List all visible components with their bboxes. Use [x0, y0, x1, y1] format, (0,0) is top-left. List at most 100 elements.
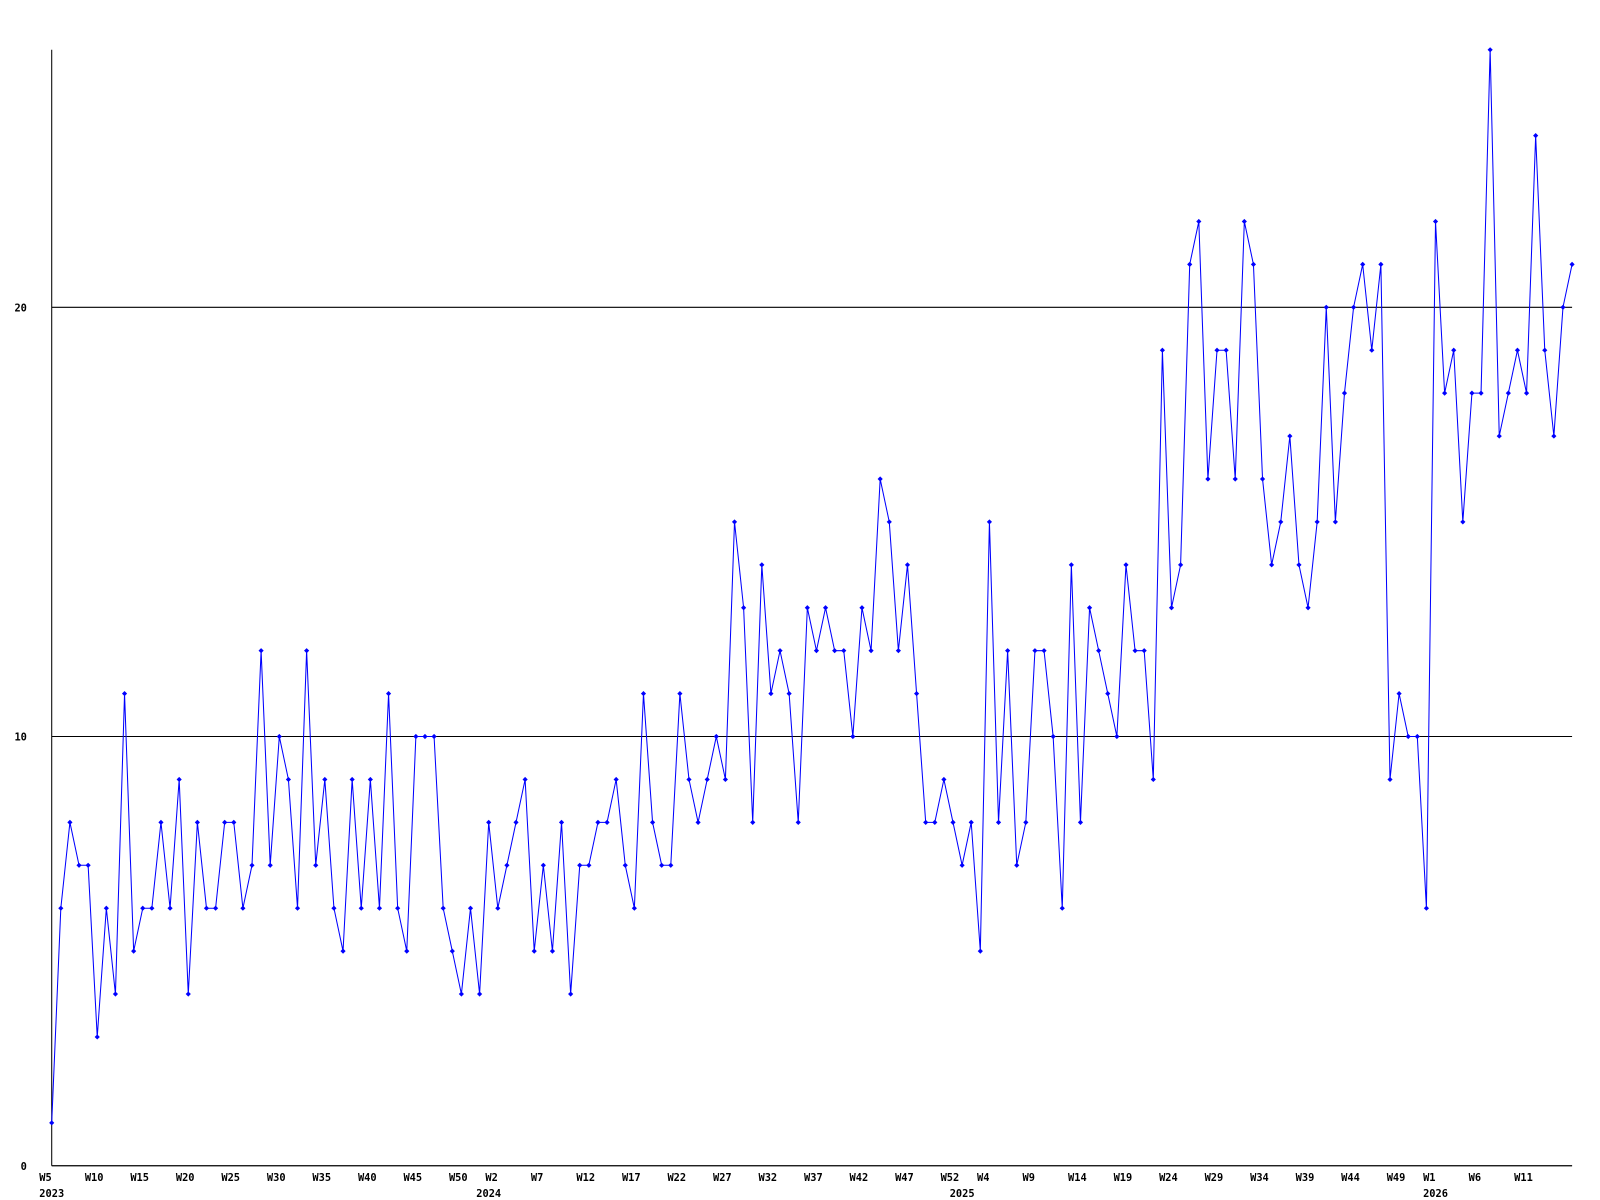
marker [1014, 862, 1020, 868]
marker [1141, 648, 1147, 654]
marker [258, 648, 264, 654]
marker [203, 905, 210, 911]
x-tick-label: W35 [312, 1172, 331, 1184]
marker [1041, 648, 1047, 654]
marker [1232, 476, 1238, 482]
marker [1451, 347, 1457, 353]
x-tick-label: W9 [1023, 1172, 1035, 1184]
marker [1259, 476, 1266, 482]
marker [1250, 261, 1257, 267]
marker [1005, 648, 1011, 654]
marker [686, 776, 692, 783]
marker [995, 819, 1002, 825]
marker [832, 648, 838, 654]
x-tick-label: W2 [485, 1172, 497, 1184]
marker [1096, 648, 1102, 654]
marker [1496, 433, 1502, 439]
marker [94, 1034, 100, 1040]
marker [895, 648, 901, 654]
marker [1387, 776, 1393, 783]
marker [467, 905, 474, 911]
x-year-label: 2026 [1423, 1188, 1448, 1200]
marker [914, 691, 920, 697]
marker [1505, 390, 1511, 396]
marker [358, 905, 364, 911]
y-tick-label: 20 [14, 302, 26, 314]
marker [1178, 562, 1184, 568]
marker [513, 819, 519, 825]
x-tick-label: W34 [1250, 1172, 1269, 1184]
x-tick-label: W14 [1068, 1172, 1087, 1184]
marker [1460, 519, 1466, 525]
marker [304, 648, 310, 654]
marker [1314, 519, 1320, 525]
x-tick-label: W1 [1423, 1172, 1435, 1184]
marker [1114, 733, 1120, 740]
marker [822, 605, 829, 611]
marker [1287, 433, 1293, 439]
marker [285, 776, 292, 783]
marker [886, 519, 892, 525]
marker [249, 862, 255, 868]
marker [841, 648, 847, 654]
marker [1469, 390, 1475, 396]
x-tick-label: W22 [667, 1172, 686, 1184]
x-tick-label: W7 [531, 1172, 543, 1184]
x-year-label: 2024 [476, 1188, 501, 1200]
marker [1068, 562, 1074, 568]
marker [458, 991, 464, 997]
marker [477, 991, 483, 997]
marker [659, 862, 665, 868]
marker [140, 905, 146, 911]
marker [212, 905, 219, 911]
marker [786, 691, 792, 697]
marker [522, 776, 528, 783]
marker [1123, 562, 1129, 568]
marker [376, 905, 383, 911]
x-tick-label: W39 [1296, 1172, 1315, 1184]
marker [986, 519, 993, 525]
marker [549, 948, 556, 954]
x-tick-label: W50 [449, 1172, 468, 1184]
x-tick-label: W27 [713, 1172, 732, 1184]
x-tick-label: W47 [895, 1172, 914, 1184]
x-tick-label: W32 [759, 1172, 778, 1184]
x-tick-label: W12 [576, 1172, 595, 1184]
line [51, 49, 1573, 1123]
x-tick-label: W20 [176, 1172, 195, 1184]
marker [1077, 819, 1084, 825]
marker [1405, 733, 1411, 740]
marker [640, 691, 647, 697]
marker [1050, 733, 1056, 740]
marker [131, 948, 137, 954]
marker [1168, 605, 1175, 611]
y-tick-label: 0 [21, 1161, 27, 1173]
marker [1296, 562, 1302, 568]
marker [1105, 691, 1111, 697]
marker [1478, 390, 1484, 396]
marker [968, 819, 974, 825]
x-tick-label: W15 [130, 1172, 149, 1184]
marker [649, 819, 656, 825]
marker [1278, 519, 1284, 525]
marker [504, 862, 510, 868]
marker [194, 819, 200, 825]
marker [431, 733, 437, 740]
marker [112, 991, 119, 997]
marker [404, 948, 410, 954]
x-tick-label: W30 [267, 1172, 286, 1184]
marker [850, 733, 856, 740]
x-tick-label: W52 [941, 1172, 960, 1184]
marker [741, 605, 747, 611]
x-tick-label: W42 [850, 1172, 869, 1184]
marker [340, 948, 346, 954]
marker [385, 691, 392, 697]
marker [231, 819, 237, 825]
marker [859, 605, 865, 611]
marker [595, 819, 601, 825]
marker [1332, 519, 1338, 525]
marker [1187, 261, 1193, 267]
marker [1196, 218, 1202, 225]
x-tick-label: W37 [804, 1172, 823, 1184]
